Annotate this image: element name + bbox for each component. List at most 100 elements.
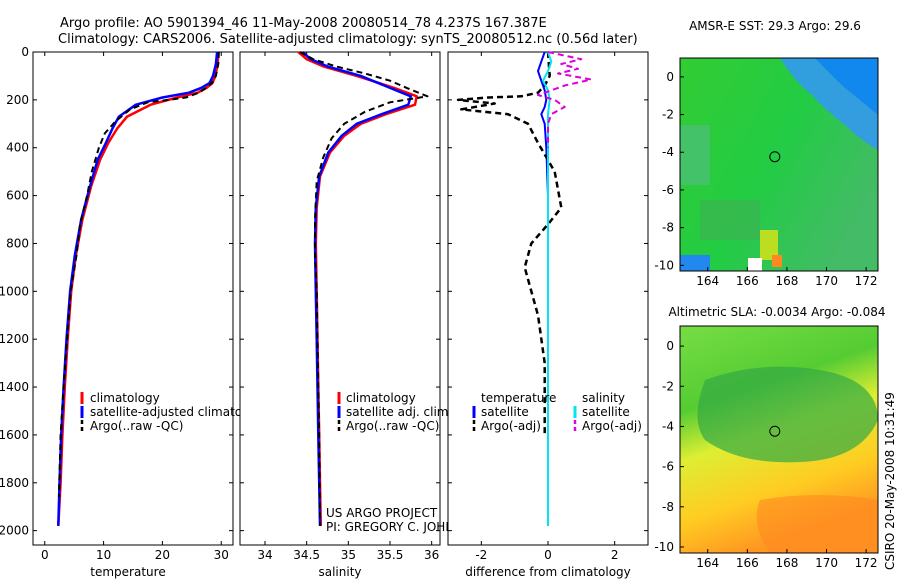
salinity-axes-box — [239, 51, 441, 546]
y-tick-label: 400 — [6, 141, 29, 155]
title-line-2: Climatology: CARS2006. Satellite-adjuste… — [58, 32, 638, 47]
salinity-panel: 34 34.5 35 35.5 36 salinity climatology sate… — [239, 51, 480, 579]
legend-label-climatology: climatology — [346, 391, 416, 405]
credit-line-2: PI: GREGORY C. JOHNSON — [326, 520, 480, 534]
y-tick-label: 1200 — [0, 332, 29, 346]
lat-tick-label: -10 — [654, 258, 674, 272]
series-line-argo — [57, 51, 220, 498]
legend-label-satellite: satellite-adjusted climatology — [90, 405, 268, 419]
sst-map-title: AMSR-E SST: 29.3 Argo: 29.6 — [689, 19, 861, 33]
series-line-salinity-argo-adj- — [537, 51, 593, 148]
x-tick-label: 2 — [611, 548, 619, 562]
lon-tick-label: 166 — [736, 274, 759, 288]
x-tick-label: 36 — [424, 548, 439, 562]
sst-patch — [748, 258, 762, 271]
sla-map-ticks: 164 166 168 170 172 0 -2 -4 -6 -8 -10 — [654, 339, 877, 570]
credit-line-1: US ARGO PROJECT — [326, 506, 438, 520]
x-tick-label: 35 — [341, 548, 356, 562]
sst-map: AMSR-E SST: 29.3 Argo: 29.6 164 166 168 170… — [654, 19, 879, 288]
temperature-axes-box — [32, 51, 234, 546]
y-tick-label: 200 — [6, 93, 29, 107]
lat-tick-label: 0 — [666, 339, 674, 353]
sst-patch — [760, 230, 778, 260]
lon-tick-label: 164 — [696, 556, 719, 570]
x-tick-label: 0 — [41, 548, 49, 562]
x-tick-label: 30 — [214, 548, 229, 562]
salinity-legend: climatology satellite adj. clim. Argo(..… — [337, 391, 452, 433]
legend-label-sal-argo: Argo(-adj) — [582, 419, 642, 433]
lon-tick-label: 170 — [815, 274, 838, 288]
lon-tick-label: 166 — [736, 556, 759, 570]
sst-warm-region-inner — [815, 58, 878, 115]
lat-tick-label: -4 — [662, 145, 674, 159]
x-tick-label: 10 — [96, 548, 111, 562]
y-tick-label: 800 — [6, 236, 29, 250]
difference-lines — [456, 51, 593, 526]
sst-map-frame — [679, 57, 879, 272]
sla-map-frame — [679, 325, 879, 554]
legend-title-temperature: temperature — [481, 391, 556, 405]
x-tick-label: -2 — [475, 548, 487, 562]
lon-tick-label: 168 — [775, 274, 798, 288]
sst-patch — [680, 255, 710, 271]
lat-tick-label: -2 — [662, 108, 674, 122]
salinity-ticks: 34 34.5 35 35.5 36 — [240, 51, 440, 562]
legend-label-climatology: climatology — [90, 391, 160, 405]
sst-patch — [680, 125, 710, 185]
difference-panel: -2 0 2 difference from climatology tempera… — [447, 51, 649, 579]
legend-title-salinity: salinity — [582, 391, 625, 405]
lon-tick-label: 170 — [815, 556, 838, 570]
y-tick-label: 2000 — [0, 524, 29, 538]
temperature-legend: climatology satellite-adjusted climatolo… — [80, 391, 268, 433]
y-tick-label: 1600 — [0, 428, 29, 442]
timestamp-stamp: CSIRO 20-May-2008 10:31:49 — [883, 392, 897, 570]
legend-label-temp-argo: Argo(-adj) — [481, 419, 541, 433]
lon-tick-label: 164 — [696, 274, 719, 288]
difference-xlabel: difference from climatology — [465, 565, 631, 579]
x-tick-label: 35.5 — [377, 548, 404, 562]
lat-tick-label: -10 — [654, 540, 674, 554]
temperature-xlabel: temperature — [90, 565, 165, 579]
series-line-satellite — [57, 51, 219, 526]
lat-tick-label: -6 — [662, 460, 674, 474]
legend-label-argo: Argo(..raw -QC) — [90, 419, 183, 433]
series-line-temperature-argo-adj- — [456, 51, 563, 435]
temperature-lines — [57, 51, 220, 526]
x-tick-label: 20 — [155, 548, 170, 562]
difference-legend: temperature satellite Argo(-adj) salinit… — [472, 391, 642, 433]
temperature-panel: 0 10 20 30 0 200 400 600 800 1000 1200 1400 1600 1800… — [0, 45, 268, 579]
salinity-lines — [297, 51, 429, 526]
argo-float-marker — [769, 425, 781, 437]
sla-map-title: Altimetric SLA: -0.0034 Argo: -0.084 — [668, 305, 885, 319]
sla-map: Altimetric SLA: -0.0034 Argo: -0.084 164… — [654, 305, 885, 570]
sla-high-region — [756, 495, 878, 553]
x-tick-label: 34 — [257, 548, 272, 562]
lat-tick-label: -2 — [662, 379, 674, 393]
salinity-xlabel: salinity — [318, 565, 361, 579]
series-line-satellite — [301, 51, 413, 526]
series-line-argo — [299, 51, 429, 526]
sst-map-ticks: 164 166 168 170 172 0 -2 -4 -6 -8 -10 — [654, 70, 877, 288]
lon-tick-label: 172 — [855, 556, 878, 570]
sla-low-region — [697, 366, 878, 463]
legend-label-sal-satellite: satellite — [582, 405, 630, 419]
series-line-salinity-satellite — [542, 51, 553, 526]
lat-tick-label: -8 — [662, 500, 674, 514]
y-tick-label: 1800 — [0, 476, 29, 490]
y-tick-label: 1000 — [0, 284, 29, 298]
sst-patch — [700, 200, 760, 240]
legend-label-temp-satellite: satellite — [481, 405, 529, 419]
lon-tick-label: 168 — [775, 556, 798, 570]
argo-float-marker — [769, 151, 781, 163]
temperature-ticks: 0 10 20 30 0 200 400 600 800 1000 1200 1400 1600 1800… — [0, 45, 233, 562]
lat-tick-label: 0 — [666, 70, 674, 84]
lat-tick-label: -4 — [662, 419, 674, 433]
lat-tick-label: -6 — [662, 183, 674, 197]
legend-label-satellite: satellite adj. clim. — [346, 405, 452, 419]
title-line-1: Argo profile: AO 5901394_46 11-May-2008 … — [60, 16, 547, 31]
y-tick-label: 1400 — [0, 380, 29, 394]
x-tick-label: 0 — [544, 548, 552, 562]
y-tick-label: 600 — [6, 189, 29, 203]
legend-label-argo: Argo(..raw -QC) — [346, 419, 439, 433]
